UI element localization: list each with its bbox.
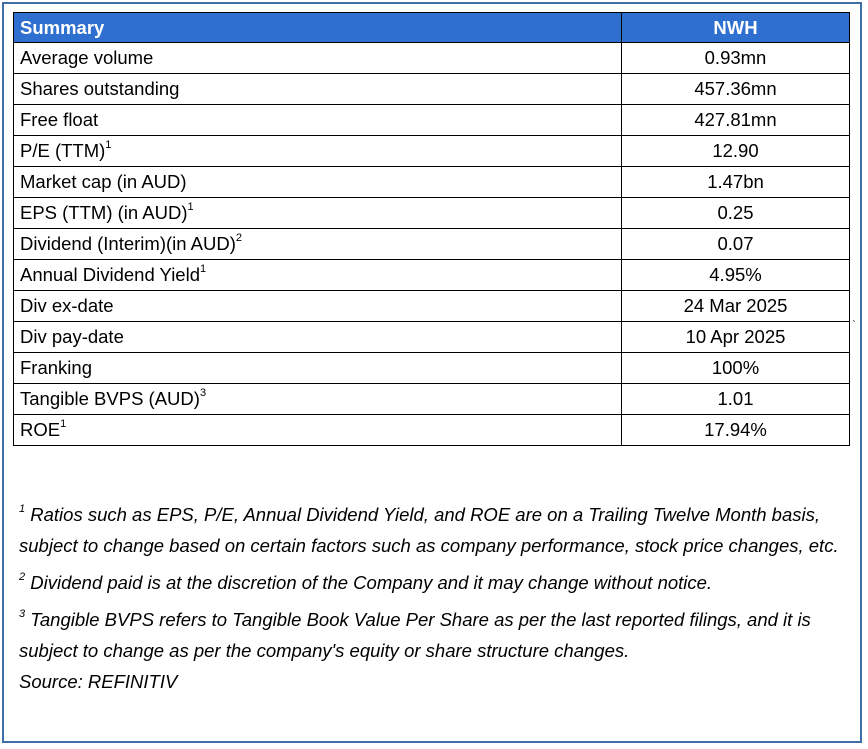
table-row: P/E (TTM)1 12.90 bbox=[13, 135, 850, 167]
row-label-text: Dividend (Interim)(in AUD) bbox=[20, 233, 236, 254]
stray-mark: ` bbox=[852, 318, 856, 332]
row-value: 1.47bn bbox=[621, 166, 850, 198]
row-label: Average volume bbox=[13, 42, 622, 74]
footnote-1-marker: 1 bbox=[19, 503, 26, 515]
table-row: Market cap (in AUD) 1.47bn bbox=[13, 166, 850, 198]
row-label-text: Div ex-date bbox=[20, 295, 114, 316]
row-label: Free float bbox=[13, 104, 622, 136]
row-label-text: Market cap (in AUD) bbox=[20, 171, 187, 192]
table-row: Dividend (Interim)(in AUD)2 0.07 bbox=[13, 228, 850, 260]
row-value: 24 Mar 2025 bbox=[621, 290, 850, 322]
footnote-2: 2 Dividend paid is at the discretion of … bbox=[19, 567, 849, 598]
row-label: Franking bbox=[13, 352, 622, 384]
header-ticker: NWH bbox=[621, 12, 850, 43]
row-label: ROE1 bbox=[13, 414, 622, 446]
row-value: 427.81mn bbox=[621, 104, 850, 136]
row-label-text: Annual Dividend Yield bbox=[20, 264, 200, 285]
footnote-1-text: Ratios such as EPS, P/E, Annual Dividend… bbox=[19, 504, 839, 556]
table-row: Div pay-date 10 Apr 2025 bbox=[13, 321, 850, 353]
footnote-2-text: Dividend paid is at the discretion of th… bbox=[25, 572, 713, 593]
source-line: Source: REFINITIV bbox=[19, 671, 178, 692]
footnote-marker: 3 bbox=[199, 387, 207, 399]
row-value: 0.25 bbox=[621, 197, 850, 229]
header-label: Summary bbox=[13, 12, 622, 43]
row-value: 1.01 bbox=[621, 383, 850, 415]
row-value: 17.94% bbox=[621, 414, 850, 446]
footnote-1: 1 Ratios such as EPS, P/E, Annual Divide… bbox=[19, 499, 849, 561]
row-label: Market cap (in AUD) bbox=[13, 166, 622, 198]
row-label-text: EPS (TTM) (in AUD) bbox=[20, 202, 188, 223]
row-value: 100% bbox=[621, 352, 850, 384]
table-header-row: Summary NWH bbox=[13, 12, 850, 43]
row-label: P/E (TTM)1 bbox=[13, 135, 622, 167]
row-value: 12.90 bbox=[621, 135, 850, 167]
row-value: 0.07 bbox=[621, 228, 850, 260]
summary-table: Summary NWH Average volume 0.93mn Shares o… bbox=[13, 12, 850, 446]
table-row: Div ex-date 24 Mar 2025 bbox=[13, 290, 850, 322]
row-label: EPS (TTM) (in AUD)1 bbox=[13, 197, 622, 229]
row-label-text: Free float bbox=[20, 109, 99, 130]
row-value: 0.93mn bbox=[621, 42, 850, 74]
footnote-2-marker: 2 bbox=[19, 571, 26, 583]
footnote-3-marker: 3 bbox=[19, 608, 26, 620]
row-label: Tangible BVPS (AUD)3 bbox=[13, 383, 622, 415]
row-label: Dividend (Interim)(in AUD)2 bbox=[13, 228, 622, 260]
row-label: Div ex-date bbox=[13, 290, 622, 322]
row-label-text: Shares outstanding bbox=[20, 78, 180, 99]
footnote-marker: 1 bbox=[105, 139, 112, 151]
row-label-text: ROE bbox=[20, 419, 61, 440]
table-row: EPS (TTM) (in AUD)1 0.25 bbox=[13, 197, 850, 229]
footnote-3: 3 Tangible BVPS refers to Tangible Book … bbox=[19, 604, 849, 666]
table-row: Annual Dividend Yield1 4.95% bbox=[13, 259, 850, 291]
row-value: 4.95% bbox=[621, 259, 850, 291]
footnote-marker: 1 bbox=[187, 201, 194, 213]
row-label-text: Tangible BVPS (AUD) bbox=[20, 388, 200, 409]
row-label: Shares outstanding bbox=[13, 73, 622, 105]
footnote-marker: 1 bbox=[200, 263, 207, 275]
row-label-text: Div pay-date bbox=[20, 326, 124, 347]
footnote-3-text: Tangible BVPS refers to Tangible Book Va… bbox=[19, 609, 811, 661]
row-value: 457.36mn bbox=[621, 73, 850, 105]
row-label-text: Franking bbox=[20, 357, 92, 378]
row-value: 10 Apr 2025 bbox=[621, 321, 850, 353]
row-label: Annual Dividend Yield1 bbox=[13, 259, 622, 291]
table-row: Free float 427.81mn bbox=[13, 104, 850, 136]
row-label: Div pay-date bbox=[13, 321, 622, 353]
table-row: Franking 100% bbox=[13, 352, 850, 384]
table-row: Tangible BVPS (AUD)3 1.01 bbox=[13, 383, 850, 415]
footnote-marker: 2 bbox=[235, 232, 243, 244]
row-label-text: P/E (TTM) bbox=[20, 140, 106, 161]
table-row: Average volume 0.93mn bbox=[13, 42, 850, 74]
row-label-text: Average volume bbox=[20, 47, 154, 68]
table-row: ROE1 17.94% bbox=[13, 414, 850, 446]
footnote-marker: 1 bbox=[60, 418, 67, 430]
table-row: Shares outstanding 457.36mn bbox=[13, 73, 850, 105]
footnotes: 1 Ratios such as EPS, P/E, Annual Divide… bbox=[19, 499, 849, 697]
